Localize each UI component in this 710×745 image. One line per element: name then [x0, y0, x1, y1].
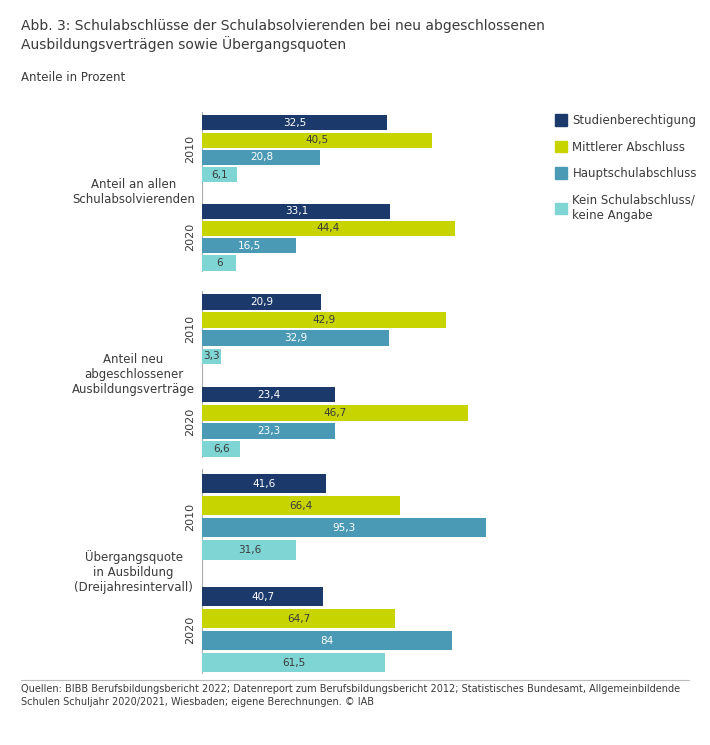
- Text: 16,5: 16,5: [238, 241, 261, 251]
- Bar: [202, 441, 240, 457]
- Text: Anteile in Prozent: Anteile in Prozent: [21, 71, 126, 83]
- Text: 84: 84: [321, 635, 334, 646]
- Bar: [202, 631, 452, 650]
- Text: 32,5: 32,5: [283, 118, 306, 128]
- Text: Übergangsquote
in Ausbildung
(Dreijahresintervall): Übergangsquote in Ausbildung (Dreijahres…: [74, 550, 193, 594]
- Bar: [202, 256, 236, 270]
- Bar: [202, 115, 387, 130]
- Bar: [202, 540, 296, 559]
- Bar: [202, 331, 389, 346]
- Bar: [202, 238, 296, 253]
- Legend: Studienberechtigung, Mittlerer Abschluss, Hauptschulabschluss, Kein Schulabschlu: Studienberechtigung, Mittlerer Abschluss…: [555, 114, 697, 222]
- Text: 20,9: 20,9: [250, 297, 273, 307]
- Bar: [202, 167, 237, 183]
- Text: 42,9: 42,9: [312, 315, 336, 326]
- Text: 33,1: 33,1: [285, 206, 308, 216]
- Text: 61,5: 61,5: [282, 658, 305, 668]
- Bar: [202, 587, 324, 606]
- Text: 23,4: 23,4: [257, 390, 280, 399]
- Bar: [202, 133, 432, 148]
- Text: 6,6: 6,6: [213, 444, 229, 454]
- Bar: [202, 203, 391, 219]
- Text: 31,6: 31,6: [238, 545, 261, 555]
- Bar: [202, 496, 400, 516]
- Bar: [202, 405, 468, 421]
- Bar: [202, 423, 334, 439]
- Text: 64,7: 64,7: [287, 614, 310, 624]
- Text: Abb. 3: Schulabschlüsse der Schulabsolvierenden bei neu abgeschlossenen
Ausbildu: Abb. 3: Schulabschlüsse der Schulabsolvi…: [21, 19, 545, 52]
- Text: 6: 6: [216, 258, 223, 268]
- Bar: [202, 150, 320, 165]
- Bar: [202, 349, 221, 364]
- Text: 2020: 2020: [185, 223, 195, 251]
- Bar: [202, 474, 326, 493]
- Text: 3,3: 3,3: [203, 352, 220, 361]
- Text: 46,7: 46,7: [323, 408, 346, 418]
- Bar: [202, 221, 454, 236]
- Text: 41,6: 41,6: [253, 478, 276, 489]
- Bar: [202, 312, 446, 328]
- Bar: [202, 387, 335, 402]
- Text: 95,3: 95,3: [332, 523, 356, 533]
- Text: 2010: 2010: [185, 315, 195, 343]
- Text: 40,7: 40,7: [251, 592, 275, 601]
- Text: 44,4: 44,4: [317, 224, 340, 233]
- Text: 2010: 2010: [185, 135, 195, 163]
- Text: Anteil an allen
Schulabsolvierenden: Anteil an allen Schulabsolvierenden: [72, 178, 195, 206]
- Text: 23,3: 23,3: [257, 425, 280, 436]
- Text: 2020: 2020: [185, 408, 195, 436]
- Bar: [202, 294, 321, 310]
- Text: 40,5: 40,5: [306, 135, 329, 145]
- Bar: [202, 653, 386, 673]
- Text: 2020: 2020: [185, 615, 195, 644]
- Text: 6,1: 6,1: [212, 170, 228, 180]
- Text: 2010: 2010: [185, 503, 195, 530]
- Bar: [202, 518, 486, 537]
- Text: 20,8: 20,8: [250, 153, 273, 162]
- Text: 66,4: 66,4: [290, 501, 312, 510]
- Text: Anteil neu
abgeschlossener
Ausbildungsverträge: Anteil neu abgeschlossener Ausbildungsve…: [72, 353, 195, 396]
- Bar: [202, 609, 395, 628]
- Text: 32,9: 32,9: [284, 333, 307, 343]
- Text: Quellen: BIBB Berufsbildungsbericht 2022; Datenreport zum Berufsbildungsbericht : Quellen: BIBB Berufsbildungsbericht 2022…: [21, 684, 680, 707]
